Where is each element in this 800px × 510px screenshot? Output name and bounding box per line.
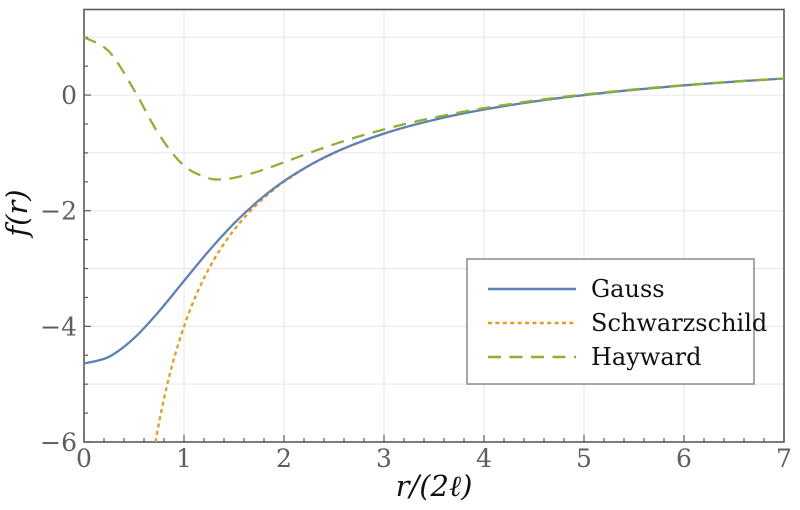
x-tick-label: 5 [576,444,592,473]
curves [83,36,785,443]
y-axis-label: f(r) [0,189,34,238]
plot-frame [83,8,785,443]
legend-label-gauss: Gauss [591,275,665,303]
x-tick-label: 6 [676,444,692,473]
legend: Gauss Schwarzschild Hayward [466,258,767,385]
curve-hayward [83,36,785,181]
y-tick-label: 0 [61,81,77,110]
x-tick-label: 0 [76,444,92,473]
x-tick-label: 3 [376,444,392,473]
x-tick-label: 2 [276,444,292,473]
legend-label-hayward: Hayward [591,343,701,371]
legend-label-schwarzschild: Schwarzschild [591,309,767,337]
y-tick-label: −2 [40,197,77,226]
y-tick-label: −6 [40,428,77,457]
y-tick-label: −4 [40,312,77,341]
axis-ticks [83,36,785,443]
x-axis-label: r/(2ℓ) [396,469,473,503]
x-tick-label: 7 [776,444,792,473]
legend-box [466,258,755,385]
x-tick-label: 1 [176,444,192,473]
curve-gauss [83,77,785,365]
axis-tick-labels: 0 1 2 3 4 5 6 7 0 −2 −4 −6 [40,81,792,473]
x-tick-label: 4 [476,444,492,473]
